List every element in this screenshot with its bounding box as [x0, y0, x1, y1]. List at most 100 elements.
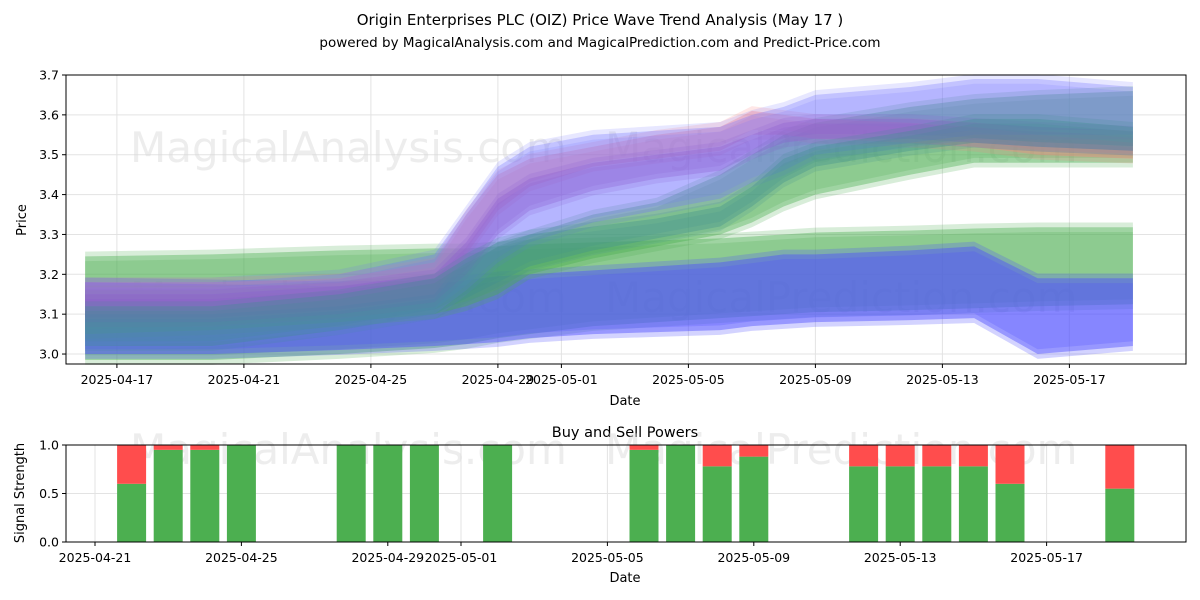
y-tick-label: 3.4 — [39, 187, 59, 202]
y-tick-label: 3.1 — [39, 307, 59, 322]
band-purple-band — [85, 123, 1133, 327]
buy-bar — [702, 466, 732, 542]
buy-bar — [629, 449, 659, 542]
band-blue-high — [85, 74, 1133, 342]
band-red-band — [85, 110, 1133, 315]
buy-bar — [409, 445, 439, 542]
band-blue-high — [85, 83, 1133, 351]
signal-x-label: Date — [609, 571, 640, 586]
watermark: MagicalAnalysis.com — [130, 123, 567, 172]
x-tick-label: 2025-04-29 — [351, 550, 424, 565]
price-grid — [66, 74, 1186, 364]
y-tick-label: 3.7 — [39, 68, 59, 83]
price-y-label: Price — [15, 204, 30, 236]
buy-bar — [739, 456, 769, 542]
sell-bar — [849, 445, 879, 467]
band-purple-band — [85, 114, 1133, 318]
price-x-label: Date — [609, 394, 640, 409]
signal-y-ticks: 0.0 0.5 1.0 — [39, 438, 66, 550]
watermark: MagicalPrediction.com — [605, 273, 1078, 322]
buy-bar — [666, 445, 696, 542]
sell-bar — [629, 445, 659, 450]
sell-bar — [739, 445, 769, 457]
signal-title: Buy and Sell Powers — [552, 425, 698, 441]
y-tick-label: 3.5 — [39, 147, 59, 162]
x-tick-label: 2025-05-17 — [1010, 550, 1083, 565]
x-tick-label: 2025-05-01 — [425, 550, 498, 565]
buy-bar — [849, 466, 879, 542]
sell-bar — [153, 445, 183, 450]
buy-bar — [483, 445, 513, 542]
band-teal-band — [85, 114, 1133, 342]
band-red-band — [85, 106, 1133, 310]
band-blue-low — [85, 246, 1133, 355]
x-tick-label: 2025-05-13 — [864, 550, 937, 565]
y-tick-label: 3.3 — [39, 227, 59, 242]
x-tick-label: 2025-05-01 — [525, 372, 598, 387]
buy-bar — [373, 445, 403, 542]
buy-bar — [922, 466, 952, 542]
x-tick-label: 2025-04-25 — [205, 550, 278, 565]
chart-subtitle: powered by MagicalAnalysis.com and Magic… — [319, 35, 880, 51]
band-green-wide — [85, 227, 1133, 361]
band-green-upper — [85, 95, 1133, 339]
y-tick-label: 3.2 — [39, 267, 59, 282]
band-green-upper — [85, 86, 1133, 330]
buy-bar — [117, 483, 147, 542]
y-tick-label: 0.5 — [39, 486, 59, 501]
x-tick-label: 2025-05-05 — [571, 550, 644, 565]
buy-bar — [190, 449, 220, 542]
band-blue-low — [85, 241, 1133, 350]
x-tick-label: 2025-05-17 — [1033, 372, 1106, 387]
price-x-ticks: 2025-04-17 2025-04-21 2025-04-25 2025-04-29… — [81, 364, 1106, 387]
y-tick-label: 3.0 — [39, 347, 59, 362]
sell-bar — [702, 445, 732, 467]
x-tick-label: 2025-04-21 — [208, 372, 281, 387]
price-bands — [85, 74, 1133, 365]
y-tick-label: 0.0 — [39, 535, 59, 550]
band-blue-low — [85, 251, 1133, 359]
buy-bar — [153, 449, 183, 542]
band-blue-high — [85, 78, 1133, 347]
x-tick-label: 2025-05-09 — [779, 372, 852, 387]
buy-bar — [1105, 488, 1135, 542]
x-tick-label: 2025-04-21 — [59, 550, 132, 565]
band-green-wide — [85, 222, 1133, 356]
band-red-band — [85, 115, 1133, 319]
watermark: MagicalAnalysis.com — [130, 273, 567, 322]
sell-bar — [885, 445, 915, 467]
chart-title: Origin Enterprises PLC (OIZ) Price Wave … — [357, 11, 844, 29]
price-y-ticks: 3.0 3.1 3.2 3.3 3.4 3.5 3.6 3.7 — [39, 68, 66, 362]
signal-x-ticks: 2025-04-21 2025-04-25 2025-04-29 2025-05-01… — [59, 542, 1083, 565]
buy-bar — [885, 466, 915, 542]
band-purple-band — [85, 118, 1133, 323]
y-tick-label: 3.6 — [39, 107, 59, 122]
band-green-upper — [85, 90, 1133, 335]
x-tick-label: 2025-05-09 — [717, 550, 790, 565]
sell-bar — [922, 445, 952, 467]
sell-bar — [117, 445, 147, 484]
price-plot-frame — [65, 74, 1187, 365]
x-tick-label: 2025-04-29 — [462, 372, 535, 387]
band-teal-band — [85, 123, 1133, 351]
x-tick-label: 2025-05-13 — [906, 372, 979, 387]
buy-bar — [226, 445, 256, 542]
sell-bar — [1105, 445, 1135, 489]
sell-bar — [958, 445, 988, 467]
signal-bars — [117, 445, 1135, 542]
y-tick-label: 1.0 — [39, 438, 59, 453]
sell-bar — [190, 445, 220, 450]
watermark: MagicalPrediction.com — [605, 123, 1078, 172]
buy-bar — [958, 466, 988, 542]
x-tick-label: 2025-04-17 — [81, 372, 154, 387]
signal-y-label: Signal Strength — [13, 443, 28, 543]
buy-bar — [336, 445, 366, 542]
x-tick-label: 2025-04-25 — [335, 372, 408, 387]
x-tick-label: 2025-05-05 — [652, 372, 725, 387]
band-green-wide — [85, 232, 1133, 365]
buy-bar — [995, 483, 1025, 542]
band-teal-band — [85, 118, 1133, 347]
price-watermarks: MagicalAnalysis.com MagicalPrediction.co… — [130, 123, 1078, 322]
sell-bar — [995, 445, 1025, 484]
